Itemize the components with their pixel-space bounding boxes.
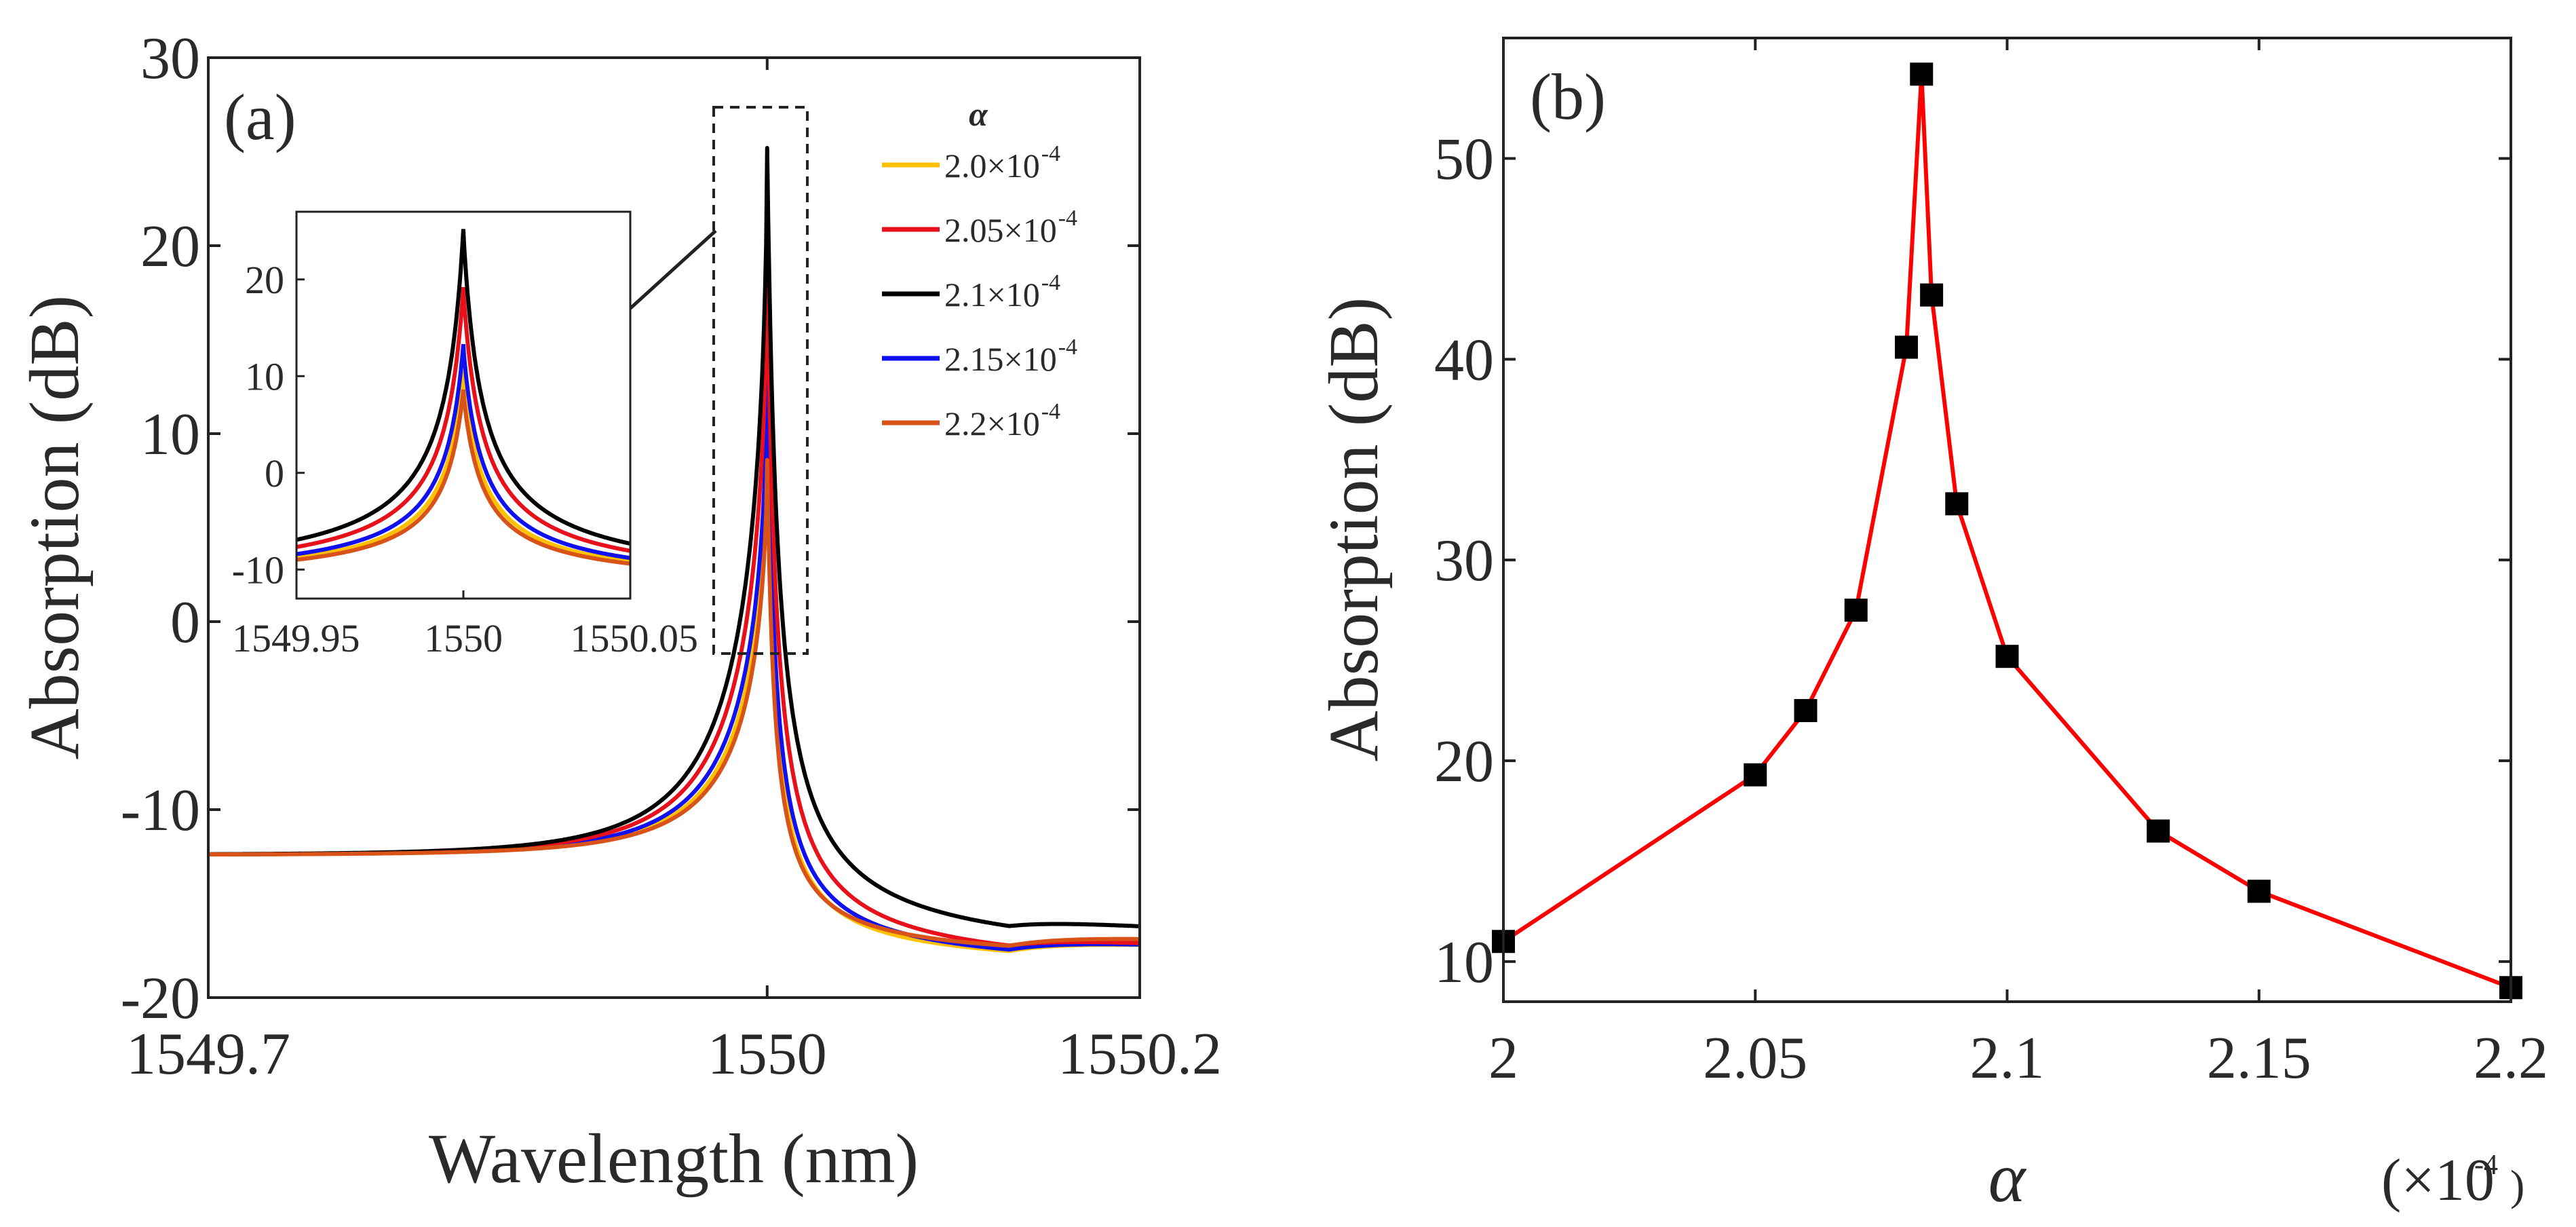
inset-series-line-2 (296, 229, 630, 546)
x-multiplier-close: ) (2510, 1161, 2524, 1209)
x-tick-label: 1550 (708, 1021, 827, 1087)
b-y-tick-label: 10 (1434, 930, 1494, 996)
panel-b-axes-box (1502, 37, 2512, 1003)
panel-b-data-point (1895, 335, 1918, 359)
legend-entry-exponent: -4 (1041, 141, 1060, 166)
b-y-tick-label: 30 (1434, 528, 1494, 594)
y-tick-label: 10 (140, 402, 200, 468)
panel-b-data-point (1920, 283, 1944, 307)
legend-title: α (969, 95, 988, 133)
inset-x-tick-label: 1550 (424, 616, 503, 660)
inset-x-tick-label: 1550.05 (571, 616, 699, 660)
panel-b: 2 2.05 2.1 2.15 2.2 10 20 30 40 50 (b) α Absorpti… (1315, 37, 2548, 1217)
x-tick-label: 1549.7 (126, 1021, 290, 1087)
panel-b-data-point (1744, 763, 1767, 787)
panel-a-label: (a) (224, 81, 296, 153)
y-tick-label: -10 (121, 778, 200, 844)
panel-a-curves (208, 146, 1140, 954)
y-tick-label: 30 (140, 26, 200, 92)
legend-entry-exponent: -4 (1041, 399, 1060, 424)
legend-entry-exponent: -4 (1058, 335, 1077, 360)
panel-b-series-line (1502, 72, 2512, 990)
x-multiplier-base: (×10 (2381, 1148, 2495, 1213)
inset-curves (296, 229, 630, 566)
panel-a: 1549.7 1550 1550.2 -20 -10 0 10 20 30 (a) Wavele… (16, 26, 1222, 1198)
inset-series-line-1 (296, 286, 630, 553)
legend-entry-exponent: -4 (1041, 270, 1060, 295)
panel-b-label: (b) (1530, 60, 1606, 133)
inset-y-tick-label: -10 (232, 548, 284, 592)
legend-entry-label: 2.0×10 (944, 147, 1040, 185)
b-y-tick-label: 50 (1434, 127, 1494, 193)
panel-b-data-point (2247, 880, 2271, 903)
panel-a-ticks: 1549.7 1550 1550.2 -20 -10 0 10 20 30 (121, 26, 1222, 1087)
panel-b-data-point (1995, 645, 2019, 668)
legend-entry-label: 2.15×10 (944, 340, 1057, 378)
panel-a-y-axis-label: Absorption (dB) (16, 295, 94, 760)
b-x-tick-label: 2.1 (1970, 1025, 2045, 1091)
x-multiplier-exponent: -4 (2474, 1150, 2498, 1181)
legend-entry-label: 2.1×10 (944, 276, 1040, 314)
panel-b-data-point (2147, 819, 2170, 843)
panel-b-ticks: 2 2.05 2.1 2.15 2.2 10 20 30 40 50 (1434, 38, 2548, 1091)
panel-b-data-point (1844, 599, 1868, 622)
panel-b-x-axis-label: α (1988, 1139, 2027, 1217)
inset-series-line-3 (296, 343, 630, 561)
b-x-tick-label: 2 (1488, 1025, 1518, 1091)
panel-b-y-axis-label: Absorption (dB) (1315, 297, 1393, 762)
panel-b-data-point (1794, 699, 1818, 723)
legend-entry-exponent: -4 (1058, 206, 1077, 231)
legend: α 2.0×10 -42.05×10 -42.1×10 -42.15×10 -42.2×… (882, 95, 1077, 442)
zoom-region-box (712, 106, 809, 655)
inset-series-line-4 (296, 389, 630, 566)
y-tick-label: 0 (170, 590, 200, 656)
panel-b-plot (1492, 62, 2522, 1000)
y-tick-label: 20 (140, 214, 200, 280)
inset-series-line-0 (296, 371, 630, 564)
legend-entry-label: 2.2×10 (944, 404, 1040, 442)
y-tick-label: -20 (121, 966, 200, 1032)
panel-b-data-point (1910, 62, 1934, 86)
inset-x-tick-label: 1549.95 (232, 616, 360, 660)
inset-y-tick-label: 10 (245, 354, 284, 398)
b-y-tick-label: 40 (1434, 327, 1494, 393)
b-x-tick-label: 2.15 (2207, 1025, 2311, 1091)
b-x-tick-label: 2.2 (2474, 1025, 2548, 1091)
inset-ticks: 1549.95 1550 1550.05 -10 0 10 20 (232, 258, 698, 660)
panel-b-data-point (1945, 492, 1969, 516)
x-tick-label: 1550.2 (1058, 1021, 1222, 1087)
inset-plot: 1549.95 1550 1550.05 -10 0 10 20 (232, 210, 698, 660)
inset-y-tick-label: 20 (245, 258, 284, 302)
panel-a-x-axis-label: Wavelength (nm) (429, 1120, 919, 1198)
panel-b-x-multiplier: (×10 -4 ) (2381, 1148, 2524, 1213)
b-y-tick-label: 20 (1434, 729, 1494, 795)
b-x-tick-label: 2.05 (1703, 1025, 1807, 1091)
panel-a-axes-box (207, 56, 1141, 999)
legend-entry-label: 2.05×10 (944, 211, 1057, 249)
inset-y-tick-label: 0 (265, 451, 284, 495)
series-line-4 (208, 457, 1140, 948)
